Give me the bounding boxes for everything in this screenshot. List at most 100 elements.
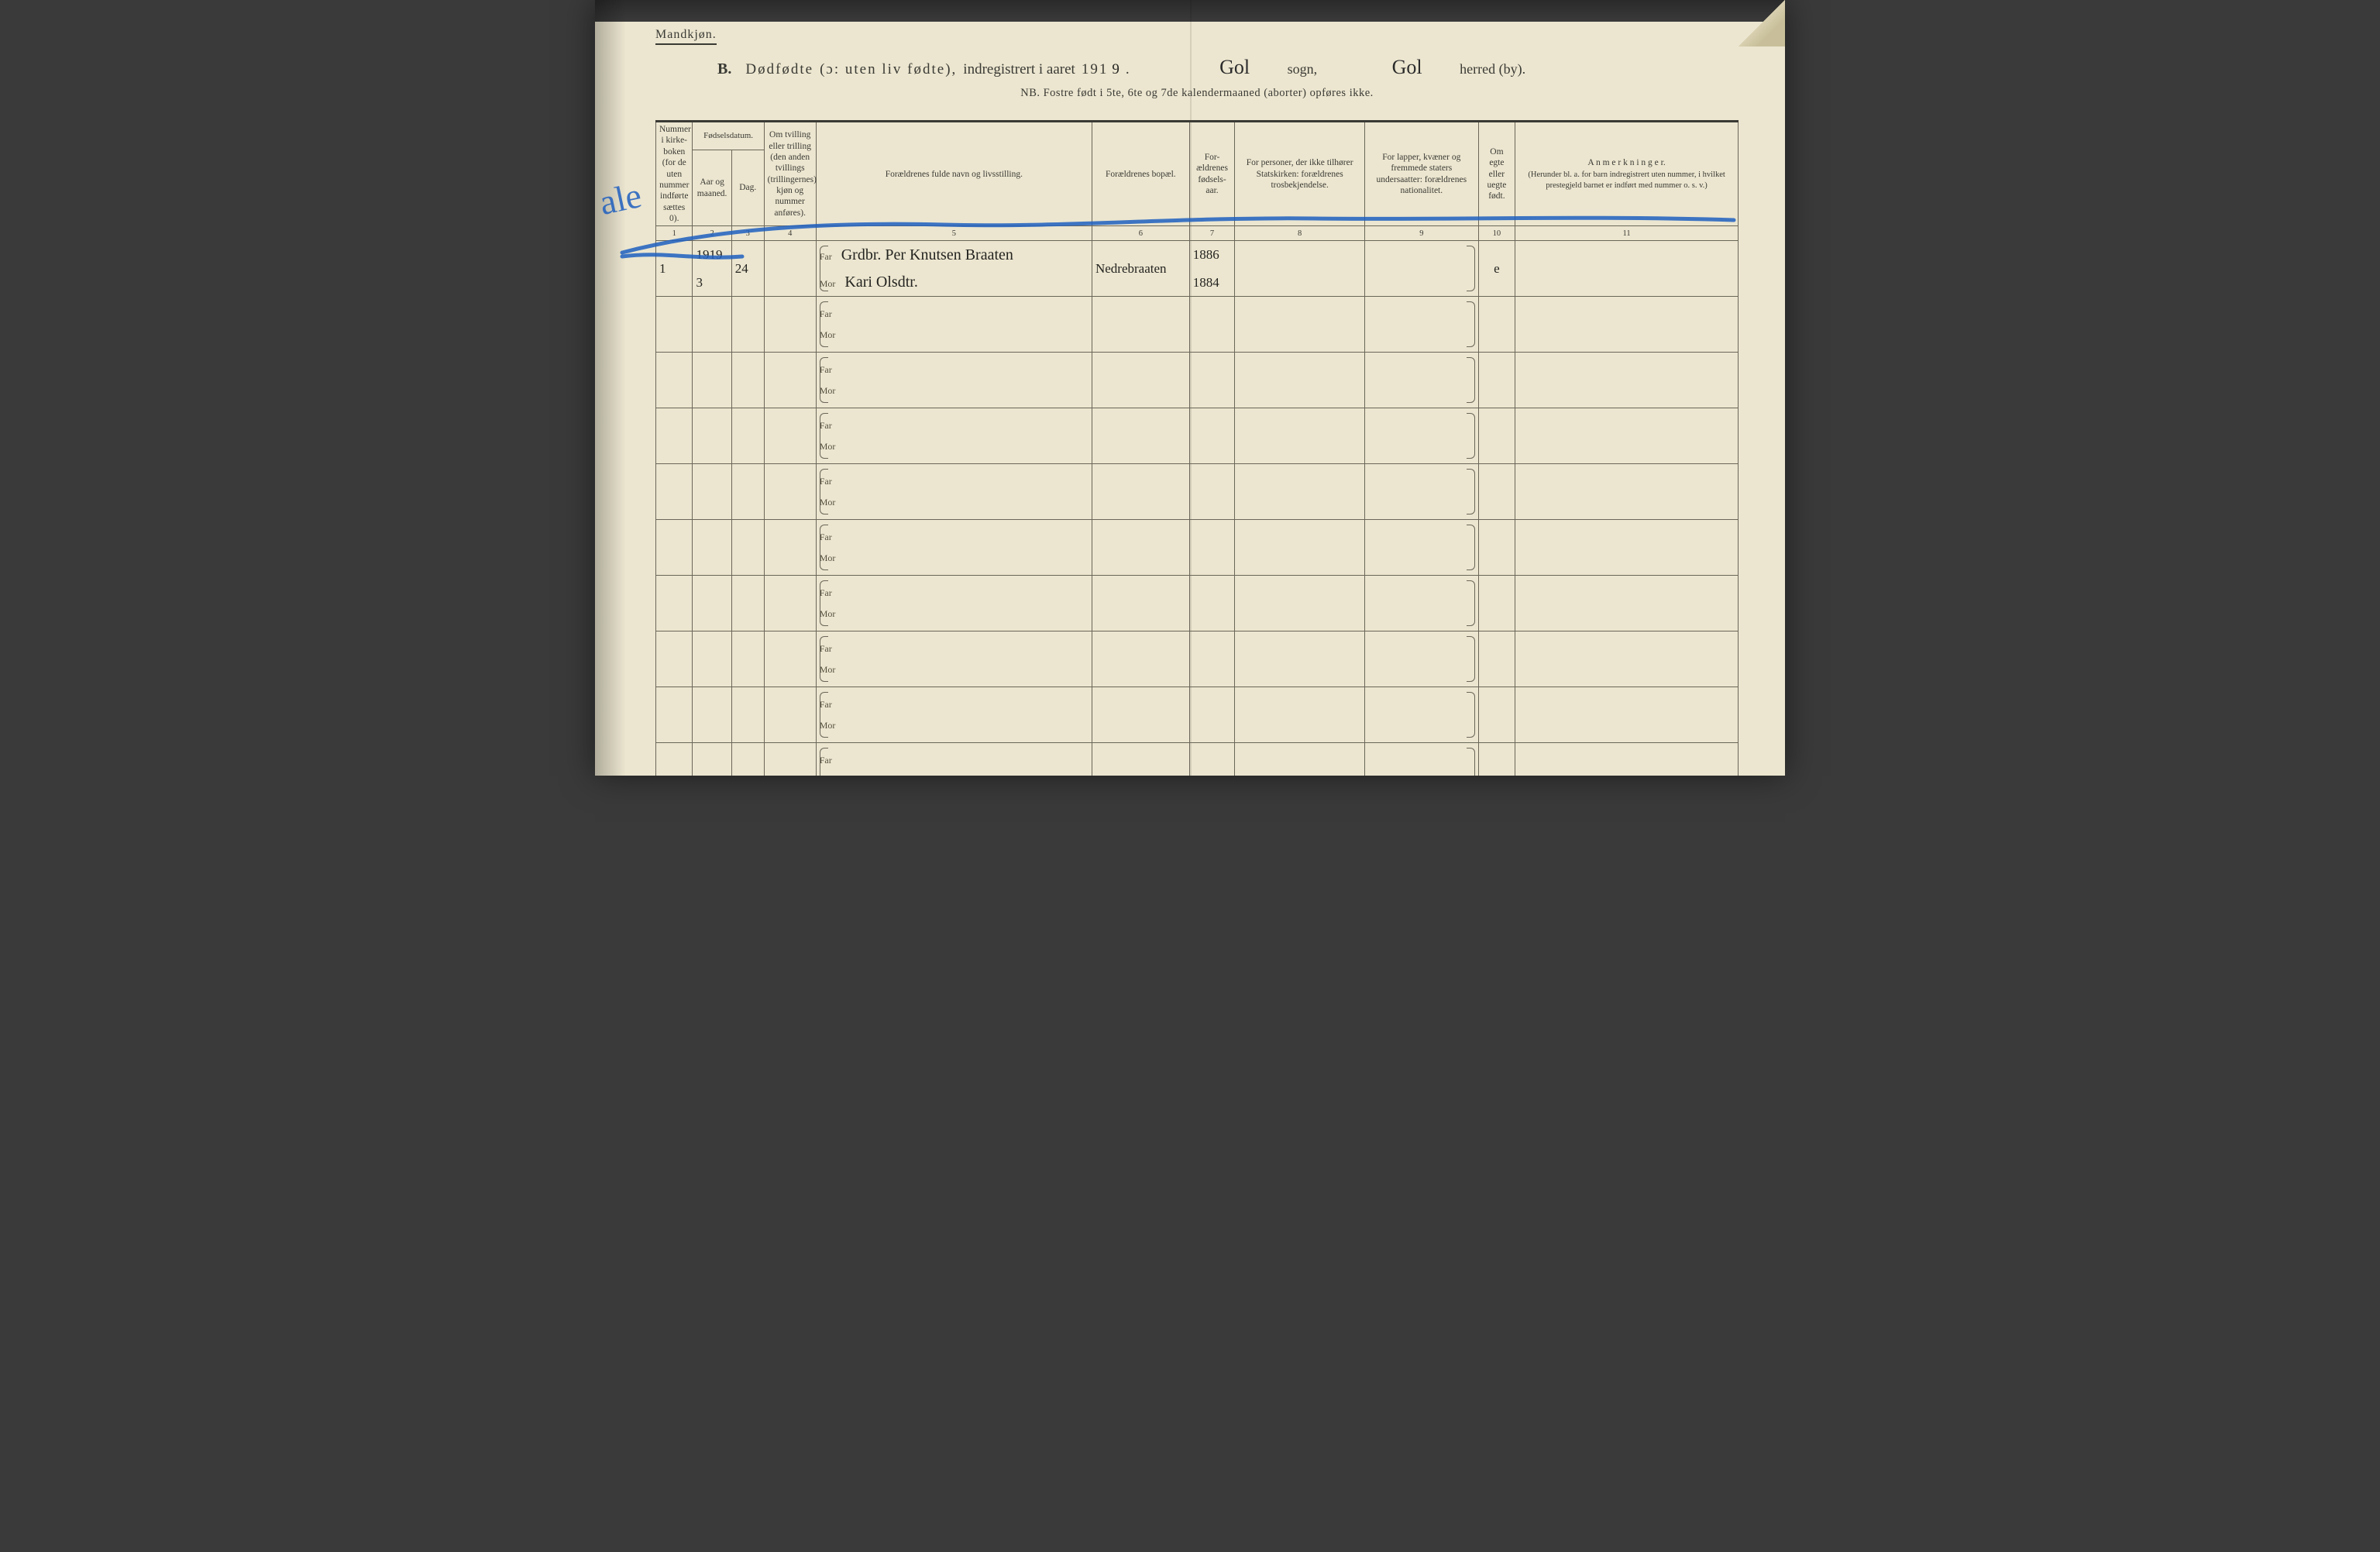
colnum: 7	[1189, 226, 1235, 241]
cell-bopael	[1092, 464, 1189, 520]
cell-egte	[1478, 520, 1515, 576]
brace-icon	[820, 636, 828, 682]
cell-anm	[1515, 408, 1739, 464]
cell-egte	[1478, 631, 1515, 687]
cell-bopael	[1092, 743, 1189, 776]
cell-year-month	[693, 687, 731, 715]
col-header-1: Nummer i kirke-boken (for de uten nummer…	[656, 122, 693, 226]
cell-far-aar	[1189, 408, 1235, 436]
cell-egte	[1478, 687, 1515, 743]
colnum: 1	[656, 226, 693, 241]
cell-tvilling	[764, 408, 816, 464]
cell-day	[731, 687, 764, 743]
cell-parents: FarMor	[816, 743, 1092, 776]
title-paren: (ɔ: uten liv fødte),	[820, 61, 957, 78]
col-header-7: For-ældrenes fødsels-aar.	[1189, 122, 1235, 226]
cell-parents: FarGrdbr. Per Knutsen BraatenMorKari Ols…	[816, 241, 1092, 297]
brace-icon	[820, 525, 828, 570]
colnum: 2	[693, 226, 731, 241]
cell-nat	[1364, 631, 1478, 687]
cell-year-month	[693, 743, 731, 771]
brace-icon	[1467, 246, 1475, 291]
cell-mor-aar: 1884	[1189, 269, 1235, 297]
colnum: 5	[816, 226, 1092, 241]
cell-day	[731, 520, 764, 576]
cell-month	[693, 492, 731, 520]
cell-anm	[1515, 576, 1739, 631]
mor-line: Mor	[820, 385, 1089, 397]
col-header-5: Forældrenes fulde navn og livsstilling.	[816, 122, 1092, 226]
cell-tros	[1235, 631, 1365, 687]
brace-icon	[820, 301, 828, 347]
cell-nat	[1364, 576, 1478, 631]
cell-bopael	[1092, 520, 1189, 576]
cell-far-aar	[1189, 464, 1235, 492]
brace-icon	[820, 469, 828, 514]
brace-icon	[1467, 357, 1475, 403]
cell-bopael	[1092, 631, 1189, 687]
brace-icon	[820, 413, 828, 459]
col-11-sub: (Herunder bl. a. for barn indregistrert …	[1528, 170, 1725, 190]
cell-parents: FarMor	[816, 520, 1092, 576]
brace-icon	[820, 246, 828, 291]
cell-tros	[1235, 408, 1365, 464]
cell-bopael	[1092, 687, 1189, 743]
ledger-table: Nummer i kirke-boken (for de uten nummer…	[655, 120, 1739, 776]
col-header-8: For personer, der ikke tilhører Statskir…	[1235, 122, 1365, 226]
cell-mor-aar	[1189, 771, 1235, 776]
cell-tvilling	[764, 576, 816, 631]
cell-tros	[1235, 743, 1365, 776]
cell-day	[731, 408, 764, 464]
cell-nat	[1364, 408, 1478, 464]
cell-parents: FarMor	[816, 297, 1092, 353]
cell-month	[693, 604, 731, 631]
cell-num	[656, 687, 693, 743]
table-row: FarMor	[656, 353, 1739, 380]
brace-icon	[1467, 413, 1475, 459]
brace-icon	[1467, 469, 1475, 514]
cell-num	[656, 520, 693, 576]
table-row: FarMor	[656, 576, 1739, 604]
colnum: 10	[1478, 226, 1515, 241]
colnum: 9	[1364, 226, 1478, 241]
cell-year-month	[693, 297, 731, 325]
cell-far-aar	[1189, 353, 1235, 380]
cell-mor-aar	[1189, 548, 1235, 576]
brace-icon	[1467, 692, 1475, 738]
col-header-fodsel-super: Fødselsdatum.	[693, 122, 764, 150]
cell-nat	[1364, 520, 1478, 576]
brace-icon	[820, 357, 828, 403]
cell-year-month	[693, 408, 731, 436]
nb-note: NB. Fostre født i 5te, 6te og 7de kalend…	[655, 87, 1739, 100]
cell-nat	[1364, 743, 1478, 776]
cell-day	[731, 297, 764, 353]
herred-value-handwritten: Gol	[1360, 56, 1453, 79]
cell-egte	[1478, 297, 1515, 353]
gender-heading: Mandkjøn.	[655, 28, 717, 45]
cell-year-month	[693, 464, 731, 492]
col-header-10: Om egte eller uegte født.	[1478, 122, 1515, 226]
sogn-label: sogn,	[1288, 61, 1318, 77]
cell-egte	[1478, 743, 1515, 776]
cell-tros	[1235, 353, 1365, 408]
cell-month	[693, 715, 731, 743]
far-line: Far	[820, 476, 1089, 487]
cell-month: 3	[693, 269, 731, 297]
cell-mor-aar	[1189, 436, 1235, 464]
scanned-ledger-page: Mandkjøn. B. Dødfødte (ɔ: uten liv fødte…	[595, 0, 1785, 776]
scan-shadow	[595, 0, 626, 776]
mor-line: Mor	[820, 552, 1089, 564]
cell-mor-aar	[1189, 380, 1235, 408]
cell-num	[656, 464, 693, 520]
section-letter: B.	[717, 60, 731, 78]
colnum: 8	[1235, 226, 1365, 241]
cell-day	[731, 353, 764, 408]
cell-year-month	[693, 353, 731, 380]
mor-line: Mor	[820, 664, 1089, 676]
brace-icon	[820, 580, 828, 626]
cell-bopael	[1092, 353, 1189, 408]
mor-line: Mor	[820, 329, 1089, 341]
cell-bopael	[1092, 576, 1189, 631]
cell-far-aar: 1886	[1189, 241, 1235, 269]
cell-nat	[1364, 464, 1478, 520]
